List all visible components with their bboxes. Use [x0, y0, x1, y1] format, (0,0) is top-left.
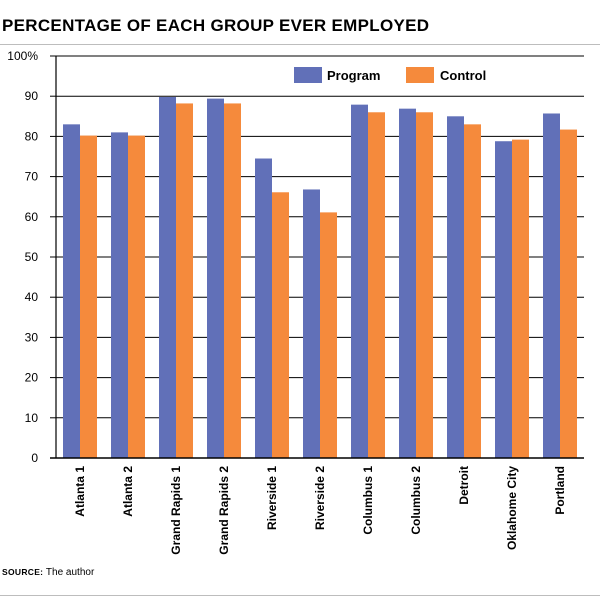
legend-label-control: Control — [440, 68, 486, 83]
bar-control — [128, 135, 145, 458]
y-tick-label: 30 — [25, 330, 39, 344]
y-tick-label: 10 — [25, 411, 39, 425]
bar-control — [416, 112, 433, 458]
legend-swatch-control — [406, 67, 434, 83]
chart-title: PERCENTAGE OF EACH GROUP EVER EMPLOYED — [2, 16, 430, 35]
bar-control — [224, 103, 241, 458]
y-tick-label: 90 — [25, 89, 39, 103]
y-tick-label: 20 — [25, 371, 39, 385]
y-tick-label: 0 — [31, 451, 38, 465]
x-tick-label: Portland — [553, 466, 567, 515]
x-tick-label: Columbus 1 — [361, 466, 375, 535]
x-tick-labels: Atlanta 1 Atlanta 2 Grand Rapids 1 Grand Ra… — [73, 466, 567, 555]
y-tick-label: 80 — [25, 129, 39, 143]
y-tick-label: 70 — [25, 170, 39, 184]
bar-control — [272, 192, 289, 458]
x-tick-label: Detroit — [457, 466, 471, 505]
bar-control — [368, 112, 385, 458]
x-tick-label: Oklahome City — [505, 466, 519, 550]
bar-control — [512, 139, 529, 458]
bar-program — [543, 113, 560, 459]
bar-control — [176, 103, 193, 458]
bar-control — [464, 124, 481, 458]
bar-control — [320, 212, 337, 458]
bar-program — [495, 141, 512, 458]
bar-program — [159, 97, 176, 458]
bar-program — [447, 116, 464, 459]
y-tick-label: 50 — [25, 250, 39, 264]
source-text: The author — [45, 567, 95, 578]
x-tick-label: Columbus 2 — [409, 466, 423, 535]
x-tick-label: Atlanta 2 — [121, 466, 135, 517]
x-tick-label: Riverside 1 — [265, 466, 279, 530]
x-tick-label: Atlanta 1 — [73, 466, 87, 517]
legend-label-program: Program — [327, 68, 380, 83]
bar-program — [303, 189, 320, 459]
bars — [63, 97, 577, 459]
y-tick-labels: 0 10 20 30 40 50 60 70 80 90 100% — [7, 49, 38, 465]
y-tick-label: 60 — [25, 210, 39, 224]
bar-program — [111, 132, 128, 458]
bar-program — [255, 158, 272, 458]
source-label: SOURCE: — [2, 567, 44, 577]
legend-swatch-program — [294, 67, 322, 83]
axes — [50, 55, 584, 459]
y-tick-label: 40 — [25, 290, 39, 304]
legend: Program Control — [294, 67, 486, 83]
bar-program — [63, 124, 80, 458]
source-note: SOURCE: The author — [2, 567, 94, 578]
x-tick-label: Grand Rapids 2 — [217, 466, 231, 555]
x-tick-label: Grand Rapids 1 — [169, 466, 183, 555]
x-tick-label: Riverside 2 — [313, 466, 327, 530]
bar-control — [560, 129, 577, 459]
bottom-divider — [0, 595, 600, 596]
bar-program — [207, 98, 224, 458]
bar-program — [399, 108, 416, 459]
bar-program — [351, 104, 368, 458]
top-divider — [0, 44, 600, 45]
y-tick-label: 100% — [7, 49, 38, 63]
bar-control — [80, 135, 97, 458]
